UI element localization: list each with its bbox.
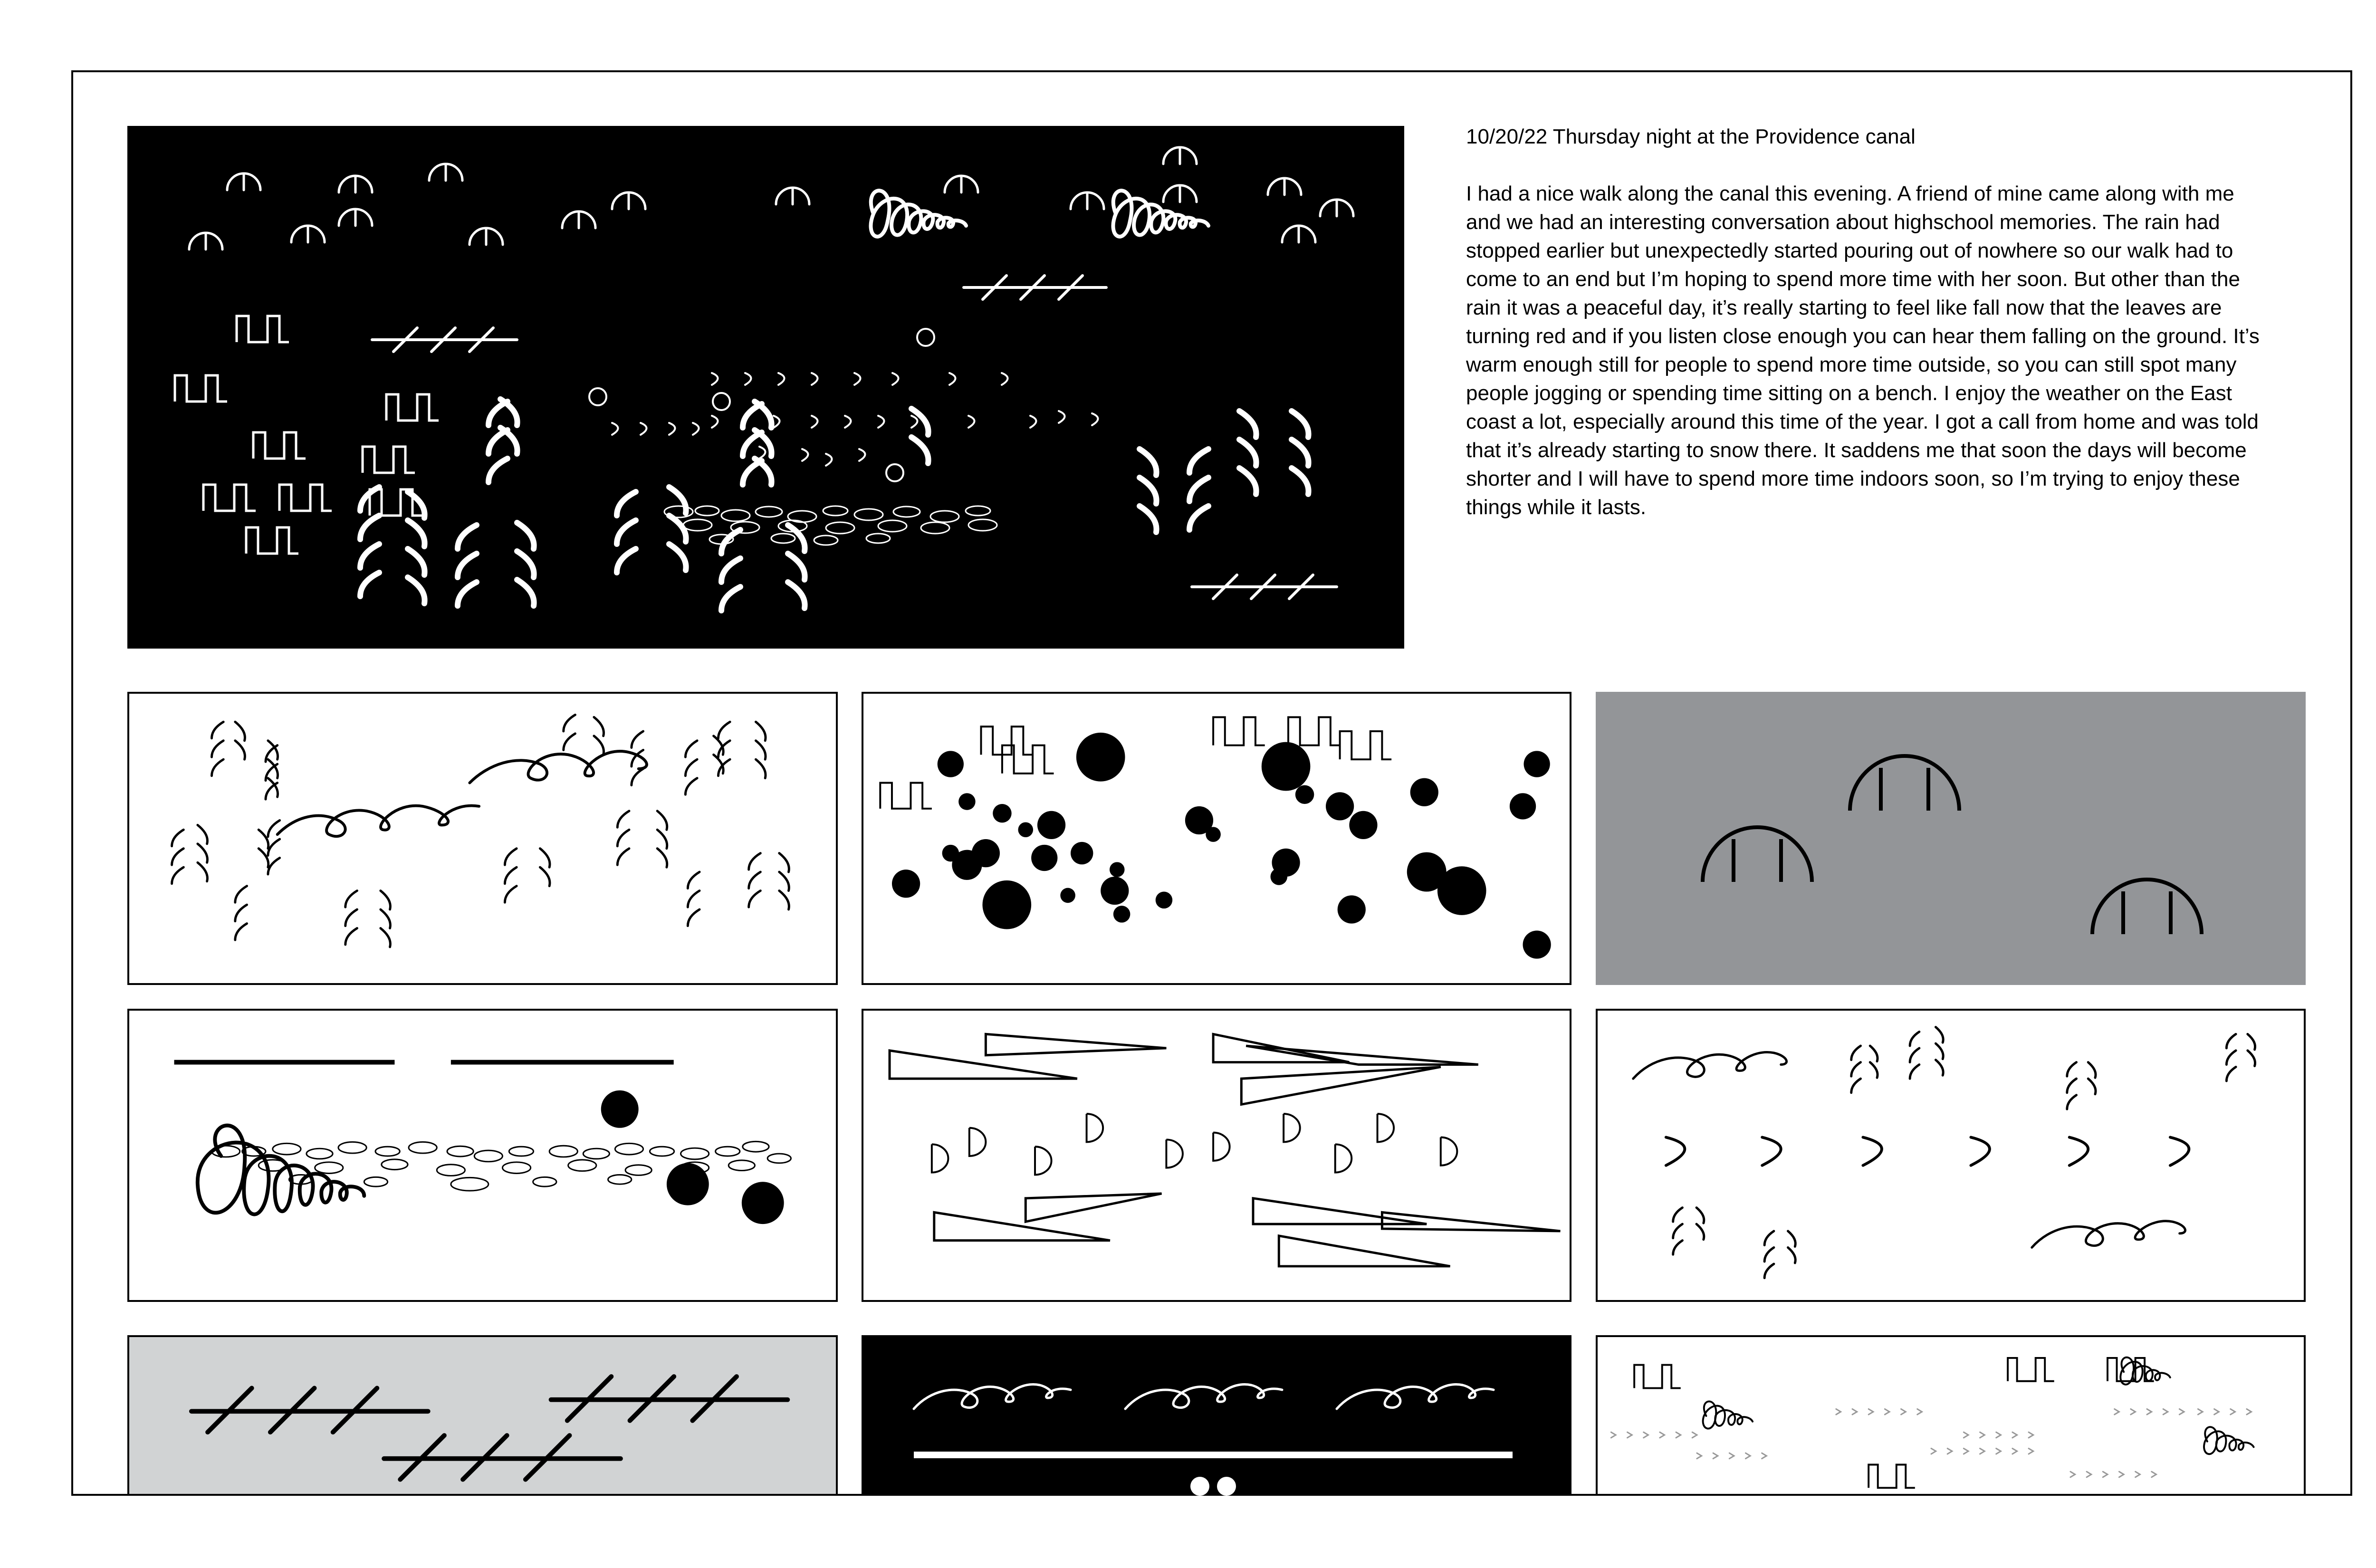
step-waves	[1633, 1357, 2154, 1489]
panel-hatched-lines	[127, 1335, 838, 1496]
spiral-scribbles	[1702, 1356, 2255, 1455]
panel-waves-on-black	[862, 1335, 1571, 1496]
half-discs	[930, 1113, 1458, 1176]
panel-spiral-and-ripples	[127, 1009, 838, 1302]
hatched-lines	[189, 1374, 790, 1482]
leaf-ferns	[357, 396, 1312, 613]
step-waves	[879, 716, 1392, 810]
ferns-and-waves-drawing	[171, 713, 790, 948]
umbrella-arches	[188, 146, 1355, 251]
hero-scene-drawing	[173, 146, 1355, 613]
crescents	[1664, 1136, 2191, 1167]
leaf-ferns	[1672, 1026, 2256, 1280]
steps-and-chevrons-drawing	[1610, 1356, 2255, 1489]
dots	[1190, 1477, 1236, 1496]
hero-scene-panel	[127, 126, 1404, 649]
small-circles	[588, 328, 935, 482]
wedges-and-half-discs-drawing	[888, 1033, 1561, 1268]
journal-body: I had a nice walk along the canal this e…	[1466, 182, 2260, 519]
hatched-lines	[371, 274, 1338, 600]
spiral-scribbles	[869, 189, 1210, 239]
panel-steps-and-chevrons	[1596, 1335, 2306, 1496]
loop-waves	[276, 750, 648, 838]
dots	[601, 1090, 784, 1224]
wedge-triangles	[888, 1033, 1561, 1268]
dots-and-steps-drawing	[879, 716, 1551, 959]
crescents	[611, 372, 1099, 467]
waves-on-black-drawing	[912, 1383, 1513, 1496]
panel-umbrella-arches	[1596, 692, 2306, 985]
ripple-ellipses	[663, 505, 998, 546]
spiral-scribble	[195, 1123, 366, 1216]
dots	[891, 732, 1551, 959]
panel-dots-and-steps	[862, 692, 1571, 985]
chevrons	[1610, 1408, 2253, 1478]
hatched-lines-drawing	[189, 1374, 790, 1482]
umbrella-arches	[1701, 754, 2204, 935]
loop-waves	[1632, 1051, 2186, 1249]
crescents-and-ferns-drawing	[1632, 1026, 2256, 1280]
panel-crescents-and-ferns	[1596, 1009, 2306, 1302]
step-waves	[173, 315, 439, 555]
spiral-and-ripples-drawing	[174, 1060, 792, 1224]
journal-entry: 10/20/22 Thursday night at the Providenc…	[1466, 123, 2274, 522]
panel-wedges-and-half-discs	[862, 1009, 1571, 1302]
journal-heading: 10/20/22 Thursday night at the Providenc…	[1466, 125, 1916, 148]
umbrella-arches-drawing	[1701, 754, 2204, 935]
panel-ferns-and-waves	[127, 692, 838, 985]
ripple-ellipses	[211, 1140, 792, 1192]
loop-waves	[912, 1383, 1495, 1410]
leaf-ferns	[171, 713, 790, 948]
